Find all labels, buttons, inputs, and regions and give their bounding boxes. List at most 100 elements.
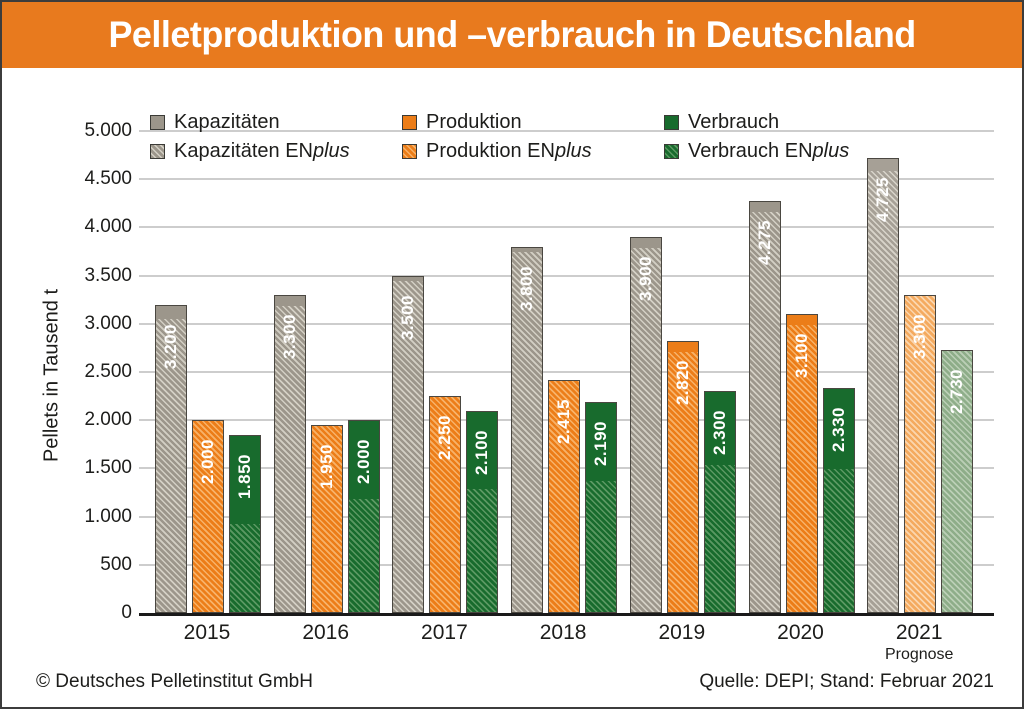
legend-item-verbrauch-enplus: Verbrauch ENplus <box>664 138 849 164</box>
copyright-text: © Deutsches Pelletinstitut GmbH <box>36 671 313 692</box>
bar-verbrauch-enplus-share <box>942 350 973 612</box>
bar-kapazitaeten-enplus-share <box>749 211 780 612</box>
title-banner: Pelletproduktion und –verbrauch in Deuts… <box>2 2 1022 68</box>
gridline <box>139 322 994 325</box>
source-text: Quelle: DEPI; Stand: Februar 2021 <box>699 671 994 692</box>
legend-label: Verbrauch <box>688 110 780 133</box>
bar-verbrauch-enplus-share <box>230 524 260 612</box>
y-tick-label: 3.000 <box>84 312 132 334</box>
legend-item-produktion: Produktion <box>402 109 522 135</box>
y-tick-label: 0 <box>121 602 132 623</box>
legend-label: Produktion <box>426 110 522 133</box>
y-tick-label: 4.500 <box>84 168 132 190</box>
bar-value-label: 2.300 <box>709 410 729 456</box>
bar-verbrauch-enplus-share <box>467 488 498 612</box>
prognose-note: Prognose <box>884 646 954 663</box>
bar-produktion-enplus-share <box>311 426 342 612</box>
bar-value-label: 2.730 <box>947 368 967 414</box>
bar-kapazitaeten-enplus-share <box>512 252 543 612</box>
bar-value-label: 1.850 <box>235 453 254 499</box>
bar-produktion-enplus-share <box>667 351 698 612</box>
bar-produktion-2021: 3.300 <box>904 294 937 613</box>
bar-verbrauch-enplus-share <box>586 480 617 612</box>
page-title: Pelletproduktion und –verbrauch in Deuts… <box>108 14 916 55</box>
bar-kapazitaeten-2017: 3.500 <box>392 275 425 613</box>
bar-produktion-enplus-share <box>193 421 223 612</box>
legend-item-kapazit-ten-enplus: Kapazitäten ENplus <box>150 138 350 164</box>
bar-produktion-2015: 2.000 <box>192 420 224 613</box>
bar-value-label: 3.800 <box>517 265 537 311</box>
bar-value-label: 3.500 <box>398 294 418 340</box>
y-tick-label: 5.000 <box>84 120 132 141</box>
bar-produktion-enplus-share <box>786 324 817 612</box>
bar-verbrauch-enplus-share <box>348 499 379 612</box>
legend-swatch-orange-solid <box>402 114 417 130</box>
bar-value-label: 2.190 <box>591 420 611 466</box>
gridline <box>139 130 994 132</box>
bar-value-label: 3.900 <box>635 256 655 302</box>
legend-swatch-gray-hatched <box>150 143 165 159</box>
legend-item-produktion-enplus: Produktion ENplus <box>402 138 592 164</box>
legend-label: Produktion ENplus <box>426 139 592 162</box>
x-tick-label: 2018 <box>539 621 587 644</box>
y-tick-label: 2.000 <box>84 409 132 431</box>
bar-kapazitaeten-2015: 3.200 <box>155 304 187 613</box>
y-tick-label: 4.000 <box>84 216 132 238</box>
bar-kapazitaeten-enplus-share <box>156 319 186 612</box>
y-axis-title: Pellets in Tausend t <box>40 288 63 463</box>
bar-value-label: 2.100 <box>472 429 492 475</box>
y-tick-label: 500 <box>100 553 132 575</box>
bar-kapazitaeten-2019: 3.900 <box>629 237 662 613</box>
bar-produktion-enplus-share <box>905 295 936 612</box>
legend-item-kapazit-ten: Kapazitäten <box>150 109 280 135</box>
bar-kapazitaeten-2018: 3.800 <box>511 246 544 613</box>
bar-kapazitaeten-enplus-share <box>393 281 424 612</box>
legend-swatch-green-hatched <box>664 143 679 159</box>
bar-verbrauch-2018: 2.190 <box>585 401 618 613</box>
bar-verbrauch-2019: 2.300 <box>703 391 736 613</box>
bar-value-label: 4.275 <box>754 219 774 265</box>
bar-verbrauch-enplus-share <box>823 469 854 612</box>
y-tick-label: 1.500 <box>84 457 132 479</box>
bar-produktion-2016: 1.950 <box>310 425 343 613</box>
bar-produktion-2017: 2.250 <box>429 396 462 613</box>
bar-produktion-2020: 3.100 <box>785 314 818 613</box>
bar-verbrauch-2021: 2.730 <box>941 349 974 613</box>
bar-value-label: 2.820 <box>672 360 692 406</box>
bar-produktion-2019: 2.820 <box>666 341 699 613</box>
bar-value-label: 3.300 <box>279 313 299 359</box>
bar-verbrauch-2020: 2.330 <box>822 388 855 613</box>
bar-kapazitaeten-enplus-share <box>868 170 899 612</box>
gridline <box>139 178 994 181</box>
bar-produktion-enplus-share <box>549 381 580 612</box>
bar-value-label: 2.330 <box>828 407 848 453</box>
gridline <box>139 371 994 373</box>
x-tick-label: 2015 <box>183 621 231 644</box>
bar-verbrauch-enplus-share <box>704 464 735 612</box>
bar-value-label: 1.950 <box>316 444 336 490</box>
bar-kapazitaeten-enplus-share <box>274 306 305 612</box>
legend-swatch-green-solid <box>664 114 679 130</box>
bar-value-label: 3.300 <box>910 313 930 359</box>
bar-produktion-enplus-share <box>430 397 461 612</box>
bar-kapazitaeten-enplus-share <box>630 247 661 612</box>
legend-swatch-gray-solid <box>150 114 165 130</box>
x-tick-label: 2019 <box>658 621 706 644</box>
x-axis-line <box>139 613 994 616</box>
x-tick-label: 2017 <box>421 621 468 644</box>
gridline <box>139 274 994 277</box>
x-tick-label: 2020 <box>777 621 824 644</box>
legend-label: Verbrauch ENplus <box>688 139 850 162</box>
bar-value-label: 2.250 <box>435 415 455 461</box>
y-tick-label: 3.500 <box>84 264 132 286</box>
legend-swatch-orange-hatched <box>402 143 417 159</box>
bar-kapazitaeten-2020: 4.275 <box>748 200 781 613</box>
bar-value-label: 2.000 <box>353 439 373 485</box>
bar-verbrauch-2016: 2.000 <box>347 420 380 613</box>
bar-value-label: 2.000 <box>198 439 217 485</box>
legend-label: Kapazitäten ENplus <box>174 139 350 162</box>
bar-kapazitaeten-2021: 4.725 <box>867 157 900 613</box>
x-tick-label: 2021 <box>895 621 943 644</box>
